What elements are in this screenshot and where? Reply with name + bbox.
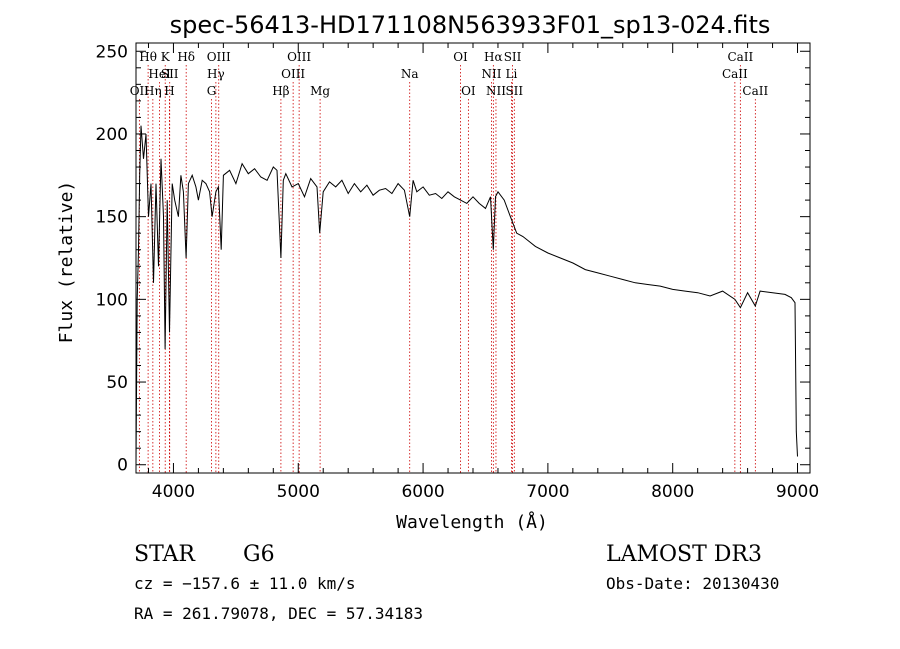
y-tick-label-2: 100 — [96, 290, 128, 310]
line-label-24: CaII — [727, 50, 753, 64]
obs-date: Obs-Date: 20130430 — [606, 574, 779, 593]
line-label-6: H — [164, 84, 174, 98]
x-tick-label-0: 4000 — [152, 482, 195, 502]
y-tick-label-4: 200 — [96, 125, 128, 145]
x-tick-label-5: 9000 — [776, 482, 819, 502]
x-tick-label-1: 5000 — [277, 482, 320, 502]
subclass: G6 — [243, 542, 275, 567]
line-label-21: Li — [506, 67, 518, 81]
line-label-18: Hα — [484, 50, 503, 64]
line-label-14: Mg — [310, 84, 330, 98]
line-label-1: Hθ — [139, 50, 157, 64]
x-tick-label-2: 6000 — [401, 482, 444, 502]
y-tick-label-3: 150 — [96, 208, 128, 228]
line-label-26: CaII — [742, 84, 768, 98]
redshift-cz: cz = −157.6 ± 11.0 km/s — [134, 574, 356, 593]
line-label-25: CaII — [722, 67, 748, 81]
line-label-7: Hδ — [177, 50, 195, 64]
line-label-8: OIII — [207, 50, 231, 64]
y-axis-label: Flux (relative) — [56, 181, 77, 344]
ra-dec: RA = 261.79078, DEC = 57.34183 — [134, 604, 423, 623]
x-tick-label-4: 8000 — [651, 482, 694, 502]
line-label-12: OIII — [287, 50, 311, 64]
line-label-3: HeI — [148, 67, 171, 81]
survey-name: LAMOST DR3 — [606, 542, 762, 567]
line-label-9: Hγ — [207, 67, 225, 81]
line-label-13: OIII — [281, 67, 305, 81]
line-label-0: OII — [130, 84, 150, 98]
line-label-20: NII — [481, 67, 501, 81]
line-label-15: Na — [401, 67, 419, 81]
chart-title: spec-56413-HD171108N563933F01_sp13-024.f… — [170, 11, 771, 39]
line-label-16: OI — [453, 50, 468, 64]
object-class: STAR — [134, 542, 196, 567]
line-label-10: G — [207, 84, 217, 98]
spectrum-line-spectrum — [135, 125, 798, 465]
y-tick-label-5: 250 — [96, 42, 128, 62]
line-label-22: NII — [486, 84, 506, 98]
line-label-17: OI — [461, 84, 476, 98]
y-tick-label-0: 0 — [117, 456, 128, 476]
line-label-5: SII — [161, 67, 179, 81]
line-label-2: Hη — [144, 84, 162, 98]
line-label-4: K — [161, 50, 171, 64]
x-axis-label: Wavelength (Å) — [396, 511, 548, 533]
y-tick-label-1: 50 — [106, 373, 128, 393]
plot-frame — [135, 42, 811, 474]
line-label-23: SII — [505, 84, 523, 98]
line-label-11: Hβ — [272, 84, 289, 98]
line-label-19: SII — [504, 50, 522, 64]
x-tick-label-3: 7000 — [526, 482, 569, 502]
